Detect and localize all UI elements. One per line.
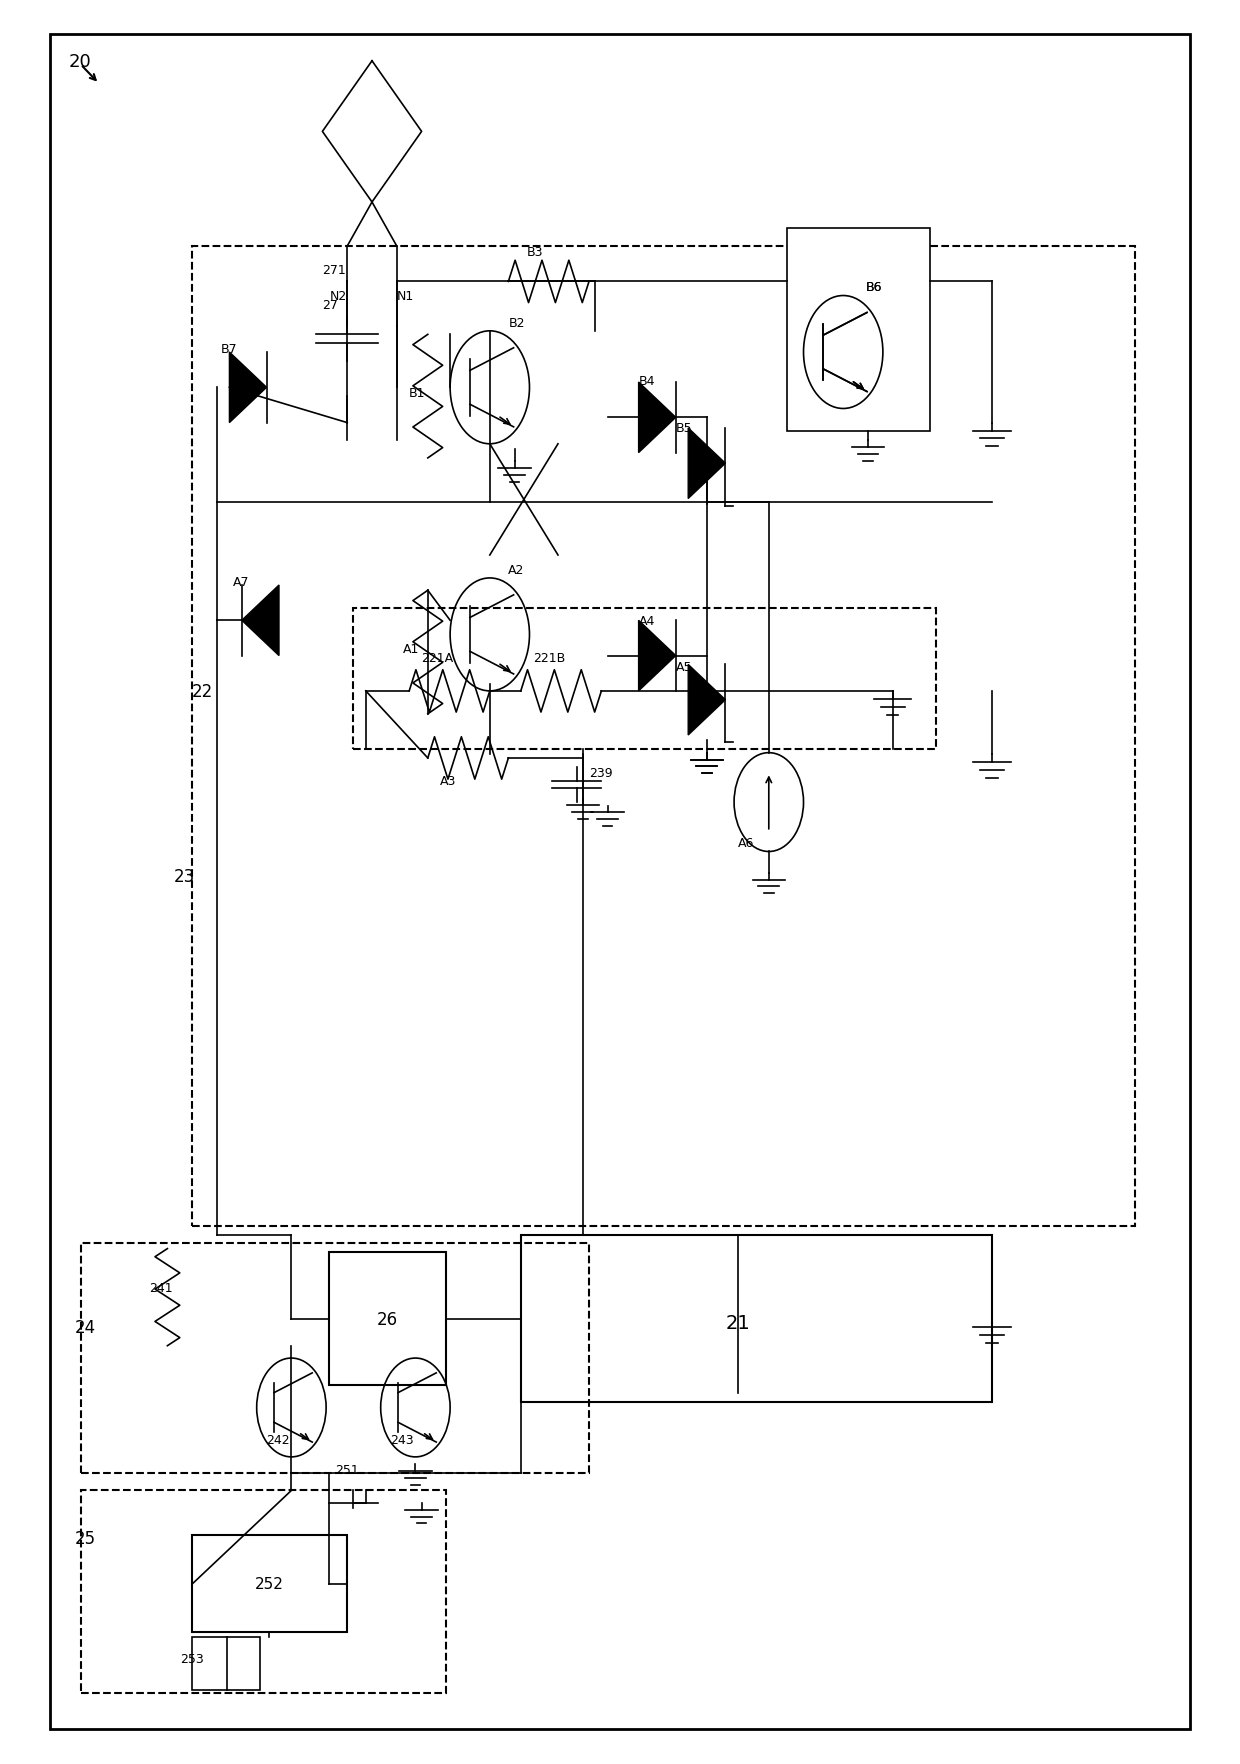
Bar bbox=[81, 1244, 589, 1473]
Text: 251: 251 bbox=[335, 1462, 358, 1476]
Text: 243: 243 bbox=[391, 1432, 414, 1446]
Text: A7: A7 bbox=[233, 575, 249, 589]
Text: B7: B7 bbox=[221, 342, 237, 356]
Text: 25: 25 bbox=[74, 1529, 95, 1547]
Polygon shape bbox=[688, 665, 725, 736]
Text: A4: A4 bbox=[639, 614, 655, 628]
Polygon shape bbox=[639, 621, 676, 691]
Text: 252: 252 bbox=[254, 1577, 284, 1591]
FancyBboxPatch shape bbox=[787, 229, 930, 432]
Text: 242: 242 bbox=[267, 1432, 290, 1446]
Text: B4: B4 bbox=[639, 374, 655, 388]
Bar bbox=[81, 1491, 446, 1693]
Polygon shape bbox=[688, 429, 725, 499]
FancyBboxPatch shape bbox=[192, 1535, 347, 1632]
Text: 21: 21 bbox=[725, 1314, 750, 1332]
Text: N1: N1 bbox=[397, 289, 414, 303]
Text: B6: B6 bbox=[866, 280, 882, 295]
Text: B5: B5 bbox=[676, 422, 692, 436]
Text: 221B: 221B bbox=[533, 651, 565, 665]
Text: 24: 24 bbox=[74, 1318, 95, 1335]
Text: 241: 241 bbox=[149, 1281, 172, 1295]
Text: 253: 253 bbox=[180, 1651, 203, 1665]
Text: 27: 27 bbox=[322, 298, 339, 312]
Text: 26: 26 bbox=[376, 1311, 398, 1328]
Text: A5: A5 bbox=[676, 660, 692, 674]
Text: A2: A2 bbox=[508, 563, 525, 577]
Text: 20: 20 bbox=[68, 53, 91, 71]
Text: N2: N2 bbox=[330, 289, 347, 303]
Text: A1: A1 bbox=[403, 642, 419, 656]
Bar bbox=[192, 247, 1135, 1226]
Text: B6: B6 bbox=[866, 280, 882, 295]
Text: B1: B1 bbox=[409, 386, 425, 400]
Text: A3: A3 bbox=[440, 774, 456, 789]
Polygon shape bbox=[242, 586, 279, 656]
FancyBboxPatch shape bbox=[521, 1235, 992, 1402]
Text: 22: 22 bbox=[192, 683, 213, 700]
Text: B3: B3 bbox=[527, 245, 543, 259]
Text: 23: 23 bbox=[174, 868, 195, 886]
Polygon shape bbox=[639, 383, 676, 453]
FancyBboxPatch shape bbox=[329, 1252, 446, 1385]
Text: 221A: 221A bbox=[422, 651, 454, 665]
Text: 239: 239 bbox=[589, 766, 613, 780]
Text: B2: B2 bbox=[508, 316, 525, 330]
Text: A6: A6 bbox=[738, 836, 754, 850]
FancyBboxPatch shape bbox=[192, 1637, 260, 1690]
Text: 271: 271 bbox=[322, 263, 346, 277]
Bar bbox=[353, 609, 936, 750]
Polygon shape bbox=[229, 353, 267, 423]
